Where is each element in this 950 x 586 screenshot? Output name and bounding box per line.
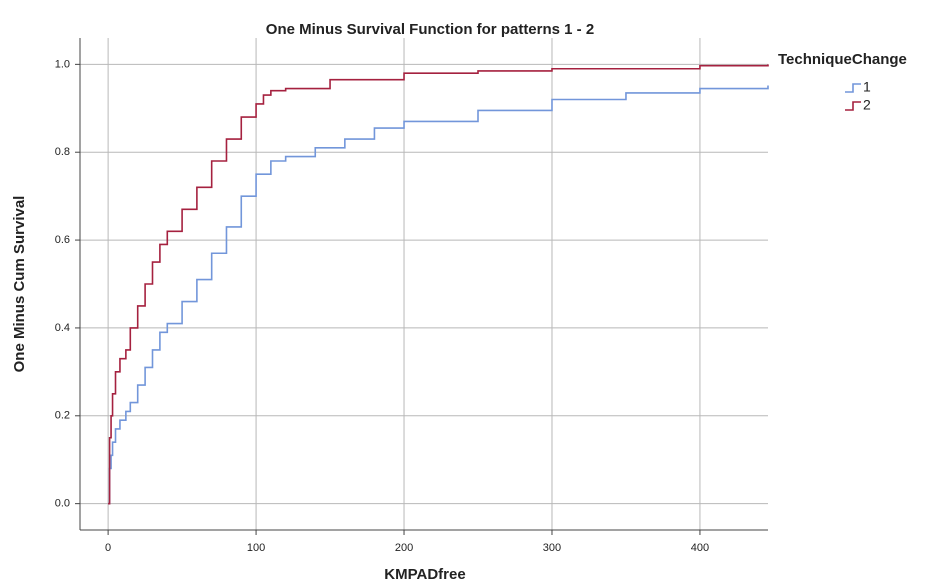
x-tick-label: 0: [105, 542, 111, 554]
survival-line: [108, 64, 769, 505]
legend-label: 1: [863, 79, 871, 95]
y-tick-label: 0.6: [55, 234, 70, 246]
legend-swatch: [845, 83, 861, 93]
legend-swatch: [845, 101, 861, 111]
y-tick-label: 0.2: [55, 410, 70, 422]
y-axis-label: One Minus Cum Survival: [11, 196, 28, 373]
y-tick-label: 1.0: [55, 58, 70, 70]
plot: [108, 64, 769, 505]
x-tick-label: 200: [395, 542, 413, 554]
y-tick-label: 0.4: [55, 322, 70, 334]
survival-line: [108, 85, 769, 505]
chart-title: One Minus Survival Function for patterns…: [266, 21, 594, 38]
grid: [75, 38, 768, 535]
x-tick-label: 400: [691, 542, 709, 554]
x-tick-label: 300: [543, 542, 561, 554]
y-tick-label: 0.8: [55, 146, 70, 158]
y-tick-label: 0.0: [55, 498, 70, 510]
x-tick-label: 100: [247, 542, 265, 554]
legend-title: TechniqueChange: [778, 51, 907, 68]
x-axis-label: KMPADfree: [384, 566, 465, 583]
legend-label: 2: [863, 97, 871, 113]
